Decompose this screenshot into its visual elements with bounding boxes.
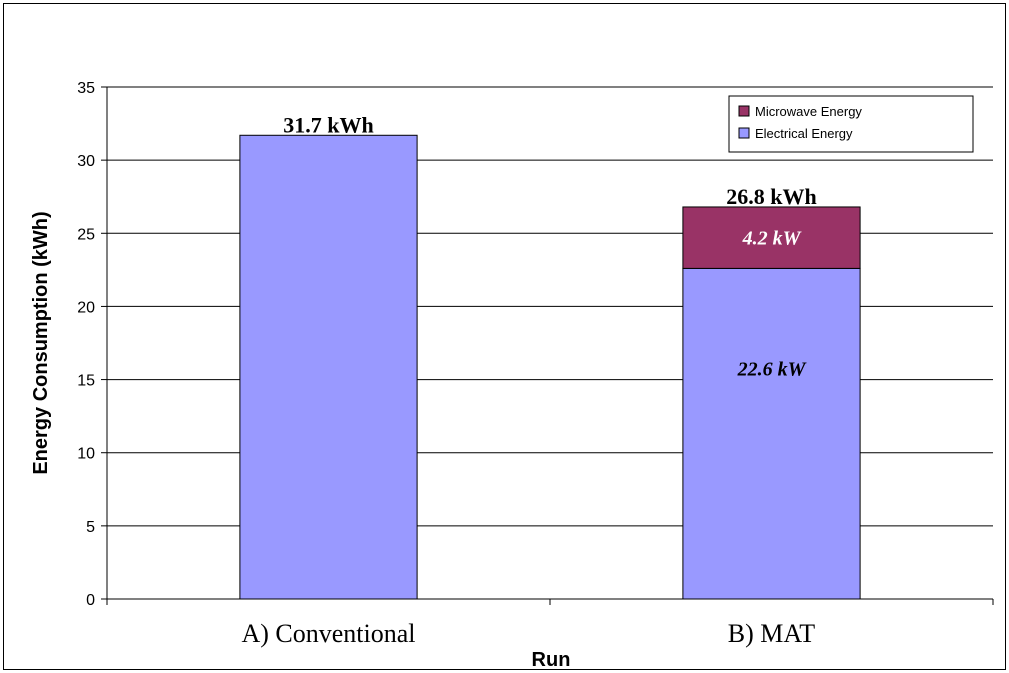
legend-label-microwave-energy: Microwave Energy [755,104,862,119]
legend-swatch-microwave-energy [738,105,750,117]
x-category-label-1: B) MAT [728,619,816,648]
y-tick-label-0: 0 [86,592,95,609]
y-tick-label-5: 5 [86,519,95,536]
y-axis-title: Energy Consumption (kWh) [30,211,52,474]
segment-label-microwave-energy-1: 4.2 kW [742,228,802,250]
y-tick-label-30: 30 [77,153,95,170]
legend-swatch-electrical-energy [738,127,750,139]
y-tick-label-20: 20 [77,299,95,316]
axes: 0 5 10 15 20 25 30 35 [77,80,994,609]
y-tick-label-10: 10 [77,446,95,463]
legend: Microwave Energy Electrical Energy [728,95,974,153]
x-axis-title: Run [532,649,571,671]
legend-box [728,95,974,153]
y-tick-label-15: 15 [77,373,95,390]
bar-electrical-energy-0 [239,134,418,600]
segment-label-electrical-energy-1: 22.6 kW [737,359,807,381]
y-tick-label-35: 35 [77,80,95,97]
y-tick-label-25: 25 [77,226,95,243]
labels: 31.7 kWh A) Conventional 22.6 kW 4.2 kW 26.8… [241,112,816,648]
bars [239,134,861,600]
bar-microwave-energy-1 [682,206,861,269]
legend-label-electrical-energy: Electrical Energy [755,126,853,141]
total-label-0: 31.7 kWh [283,112,373,137]
total-label-1: 26.8 kWh [726,184,816,209]
bar-electrical-energy-1 [682,267,861,600]
x-category-label-0: A) Conventional [241,619,415,648]
